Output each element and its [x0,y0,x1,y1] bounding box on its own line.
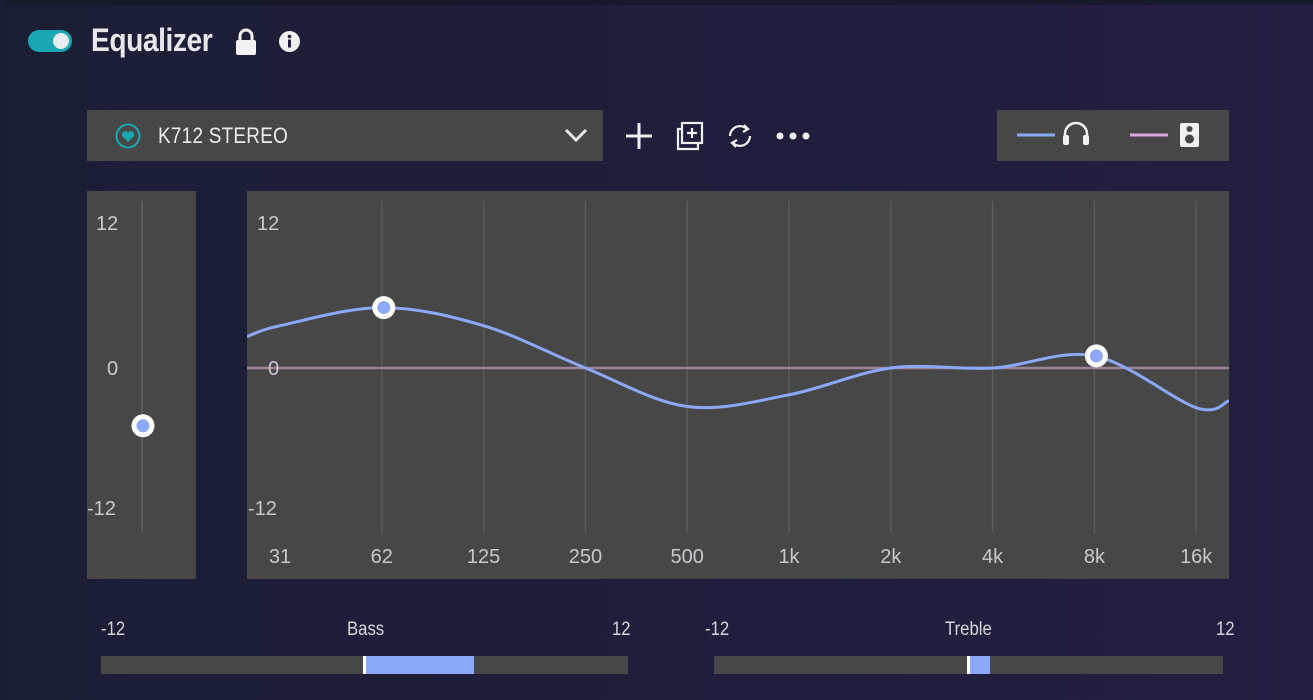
plus-icon[interactable] [623,120,655,152]
bass-max-label: 12 [612,619,631,640]
toggle-knob [53,33,69,49]
eq-y-label-zero: 0 [268,358,279,380]
page-title: Equalizer [91,22,213,58]
heart-icon [115,123,141,149]
preamp-label-max: 12 [96,213,118,235]
lock-icon[interactable] [234,28,258,56]
treble-fill [968,656,990,674]
eq-graph-panel: 12 0 -12 31 62 125 250 500 1k 2k 4k 8k 16k [247,191,1229,579]
treble-max-label: 12 [1216,619,1235,640]
preamp-panel: 12 0 -12 [87,191,196,579]
eq-x-label: 250 [569,546,602,568]
chevron-down-icon [564,128,588,143]
eq-y-label-max: 12 [257,213,279,235]
legend-headphones[interactable] [1017,121,1089,145]
eq-x-label: 125 [467,546,500,568]
equalizer-toggle[interactable] [28,30,72,52]
window-left-border [0,0,6,700]
eq-curve [247,306,1229,412]
info-icon[interactable] [279,31,300,52]
eq-handles [372,296,1108,368]
eq-x-axis: 31 62 125 250 500 1k 2k 4k 8k 16k [269,546,1213,568]
speaker-icon [1180,123,1199,147]
legend-speaker[interactable] [1130,123,1199,147]
eq-x-label: 4k [982,546,1004,568]
treble-min-label: -12 [705,619,730,640]
eq-handle-8k[interactable] [1084,344,1108,368]
bass-center-marker [363,656,366,674]
eq-y-label-min: -12 [248,498,277,520]
eq-x-label: 16k [1180,546,1213,568]
eq-x-label: 500 [671,546,704,568]
eq-x-label: 8k [1084,546,1106,568]
bass-min-label: -12 [101,619,126,640]
preamp-handle[interactable] [131,414,155,438]
preamp-label-zero: 0 [107,358,118,380]
bass-fill [364,656,475,674]
more-icon[interactable] [775,120,811,152]
eq-x-label: 62 [371,546,393,568]
preamp-label-min: -12 [87,498,116,520]
window-top-border [0,0,1313,5]
preset-dropdown[interactable]: K712 STEREO [87,110,603,161]
treble-label: Treble [945,619,992,640]
swap-icon[interactable] [724,120,756,152]
eq-handle-62[interactable] [372,296,396,320]
headphones-icon [1063,121,1089,145]
eq-x-label: 31 [269,546,291,568]
eq-x-label: 1k [778,546,800,568]
duplicate-icon[interactable] [674,120,706,152]
bass-slider[interactable] [101,656,628,674]
eq-x-label: 2k [880,546,902,568]
curve-legend [997,110,1229,161]
bass-label: Bass [347,619,385,640]
preset-name: K712 STEREO [158,123,289,148]
treble-slider[interactable] [714,656,1223,674]
treble-center-marker [967,656,970,674]
